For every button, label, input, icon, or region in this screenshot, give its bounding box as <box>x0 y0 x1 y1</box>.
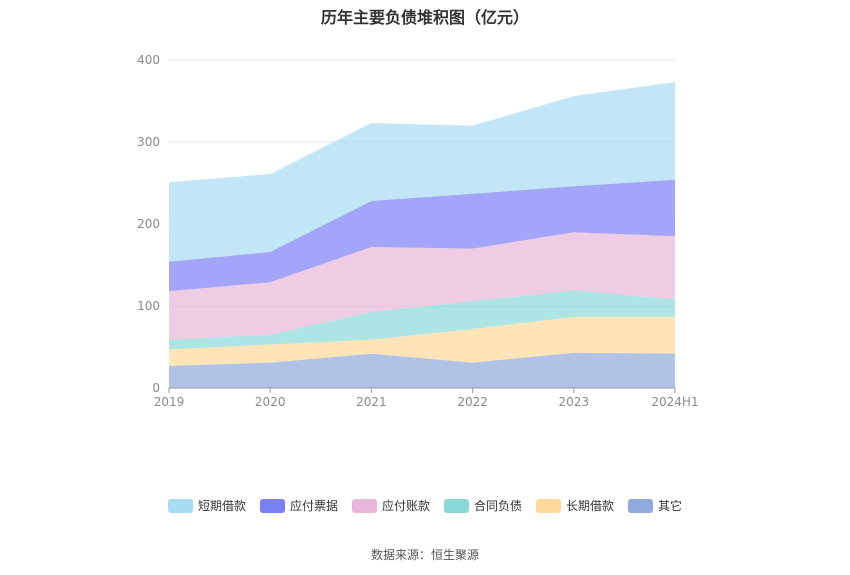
legend-item[interactable]: 其它 <box>628 497 682 514</box>
area-应付账款 <box>169 232 675 340</box>
x-tick-label: 2024H1 <box>651 395 698 409</box>
x-tick-label: 2019 <box>154 395 185 409</box>
legend-label: 应付账款 <box>381 499 430 513</box>
x-tick-label: 2020 <box>255 395 286 409</box>
legend-item[interactable]: 短期借款 <box>167 497 246 514</box>
legend-label: 长期借款 <box>566 499 615 513</box>
legend-item[interactable]: 应付票据 <box>259 497 338 514</box>
y-tick-label: 200 <box>137 217 160 231</box>
legend-label: 其它 <box>658 499 683 513</box>
legend-label: 短期借款 <box>197 499 246 513</box>
chart-title: 历年主要负债堆积图（亿元） <box>320 8 529 27</box>
y-tick-label: 400 <box>137 53 160 67</box>
area-短期借款 <box>169 82 675 262</box>
stacked-area-chart: 0 100 200 300 400 2019 2020 2021 2022 2023 2024H1 <box>137 53 699 409</box>
area-合同负债 <box>169 290 675 350</box>
area-长期借款 <box>169 316 675 366</box>
legend-item[interactable]: 长期借款 <box>536 497 614 514</box>
area-其它 <box>169 352 675 388</box>
legend-item[interactable]: 应付账款 <box>351 497 430 514</box>
x-tick-label: 2022 <box>457 395 488 409</box>
y-tick-label: 0 <box>152 381 160 395</box>
legend: 短期借款 应付票据 应付账款 合同负债 长期借款 其它 <box>0 497 850 514</box>
legend-swatch <box>536 498 562 513</box>
legend-label: 合同负债 <box>474 499 523 513</box>
legend-swatch <box>444 498 469 513</box>
legend-label: 应付票据 <box>289 499 338 513</box>
legend-swatch <box>628 498 654 513</box>
area-应付票据 <box>169 179 675 292</box>
legend-item[interactable]: 合同负债 <box>444 497 522 514</box>
x-tick-label: 2023 <box>559 395 590 409</box>
y-tick-label: 100 <box>137 299 160 313</box>
data-source: 数据来源：恒生聚源 <box>370 548 479 562</box>
legend-swatch <box>167 498 193 513</box>
legend-swatch <box>259 498 285 513</box>
legend-swatch <box>351 498 377 513</box>
y-tick-label: 300 <box>137 135 160 149</box>
x-tick-label: 2021 <box>356 395 387 409</box>
